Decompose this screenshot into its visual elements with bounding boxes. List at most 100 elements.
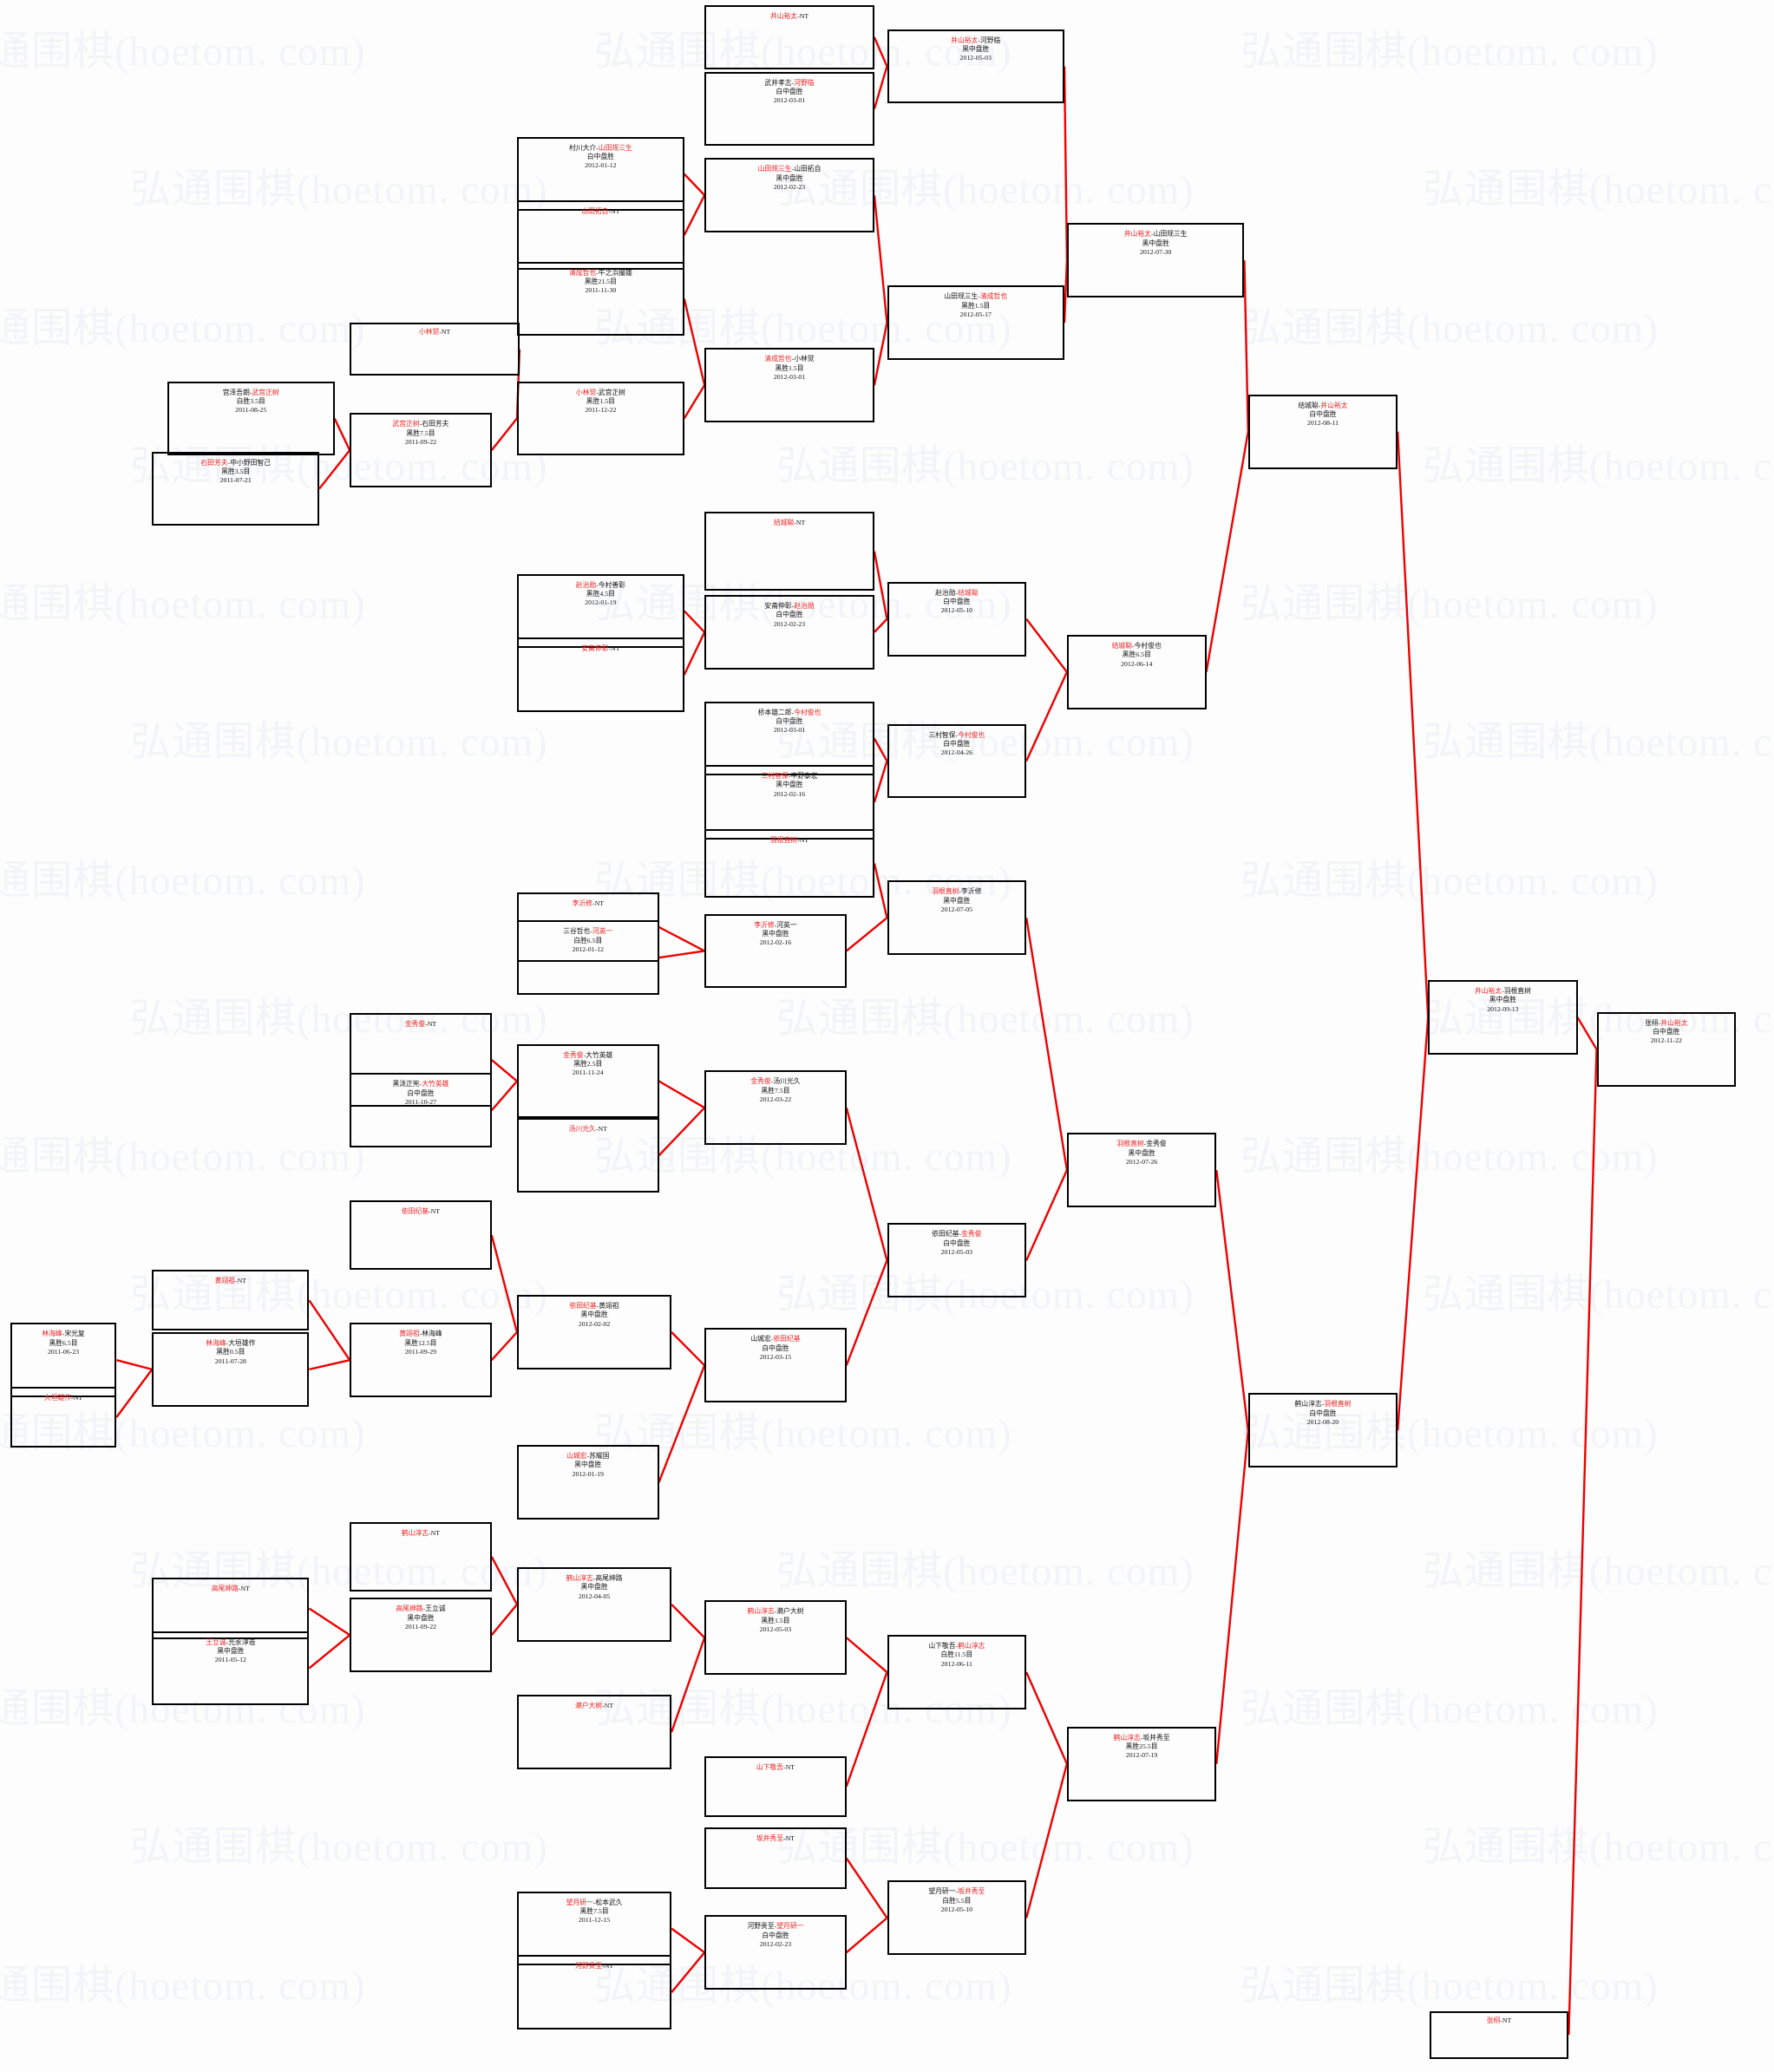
player-two: 今村俊也 xyxy=(794,708,822,716)
match-box[interactable]: 羽根直树-李沂修 黑中盘胜 2012-07-05 xyxy=(887,880,1027,956)
match-box[interactable]: 石田芳夫-中小野田智己 黑胜3.5目 2011-07-21 xyxy=(152,451,320,526)
match-result: 白中盘胜 xyxy=(762,1931,789,1939)
match-box[interactable]: 井山裕太-山田规三生 黑中盘胜 2012-07-30 xyxy=(1066,223,1245,298)
match-box[interactable]: 清成哲也-牛之浜撮雄 黑胜21.5目 2011-11-30 xyxy=(516,261,684,337)
match-box[interactable]: 井山裕太-河野临 黑中盘胜 2012-05-03 xyxy=(887,29,1064,104)
match-box[interactable]: 三谷哲也-河英一 白胜6.5目 2012-01-12 xyxy=(516,920,659,996)
match-players: 羽根直树-NT xyxy=(706,836,873,845)
match-box[interactable]: 李沂修-河英一 黑中盘胜 2012-02-16 xyxy=(704,913,847,989)
player-separator: - xyxy=(596,388,599,396)
match-box[interactable]: 安斋伸彰-NT xyxy=(516,637,684,712)
player-separator: - xyxy=(774,1607,777,1616)
match-box[interactable]: 井山裕太-NT xyxy=(704,5,874,69)
player-one: 鹤山淳志 xyxy=(1113,1733,1141,1742)
match-box[interactable]: 羽根直树-NT xyxy=(704,828,874,899)
match-box[interactable]: 黄翊祖-NT xyxy=(152,1270,310,1331)
match-box[interactable]: 山城宏-依田纪基 白中盘胜 2012-03-15 xyxy=(704,1328,847,1403)
match-box[interactable]: 小林觉-NT xyxy=(350,323,520,376)
match-box[interactable]: 武宫正树-石田芳夫 黑胜7.5目 2011-09-22 xyxy=(350,413,492,488)
match-box[interactable]: 河野贵至-望月研一 白中盘胜 2012-02-23 xyxy=(704,1915,847,1990)
match-box[interactable]: 望月研一-坂井秀至 白胜5.5目 2012-05-10 xyxy=(887,1880,1027,1956)
player-two: 羽根直树 xyxy=(1324,1400,1352,1409)
match-result: 黑胜21.5目 xyxy=(584,277,617,285)
match-box[interactable]: 结城聪-今村俊也 黑胜6.5目 2012-06-14 xyxy=(1066,635,1207,709)
match-box[interactable]: 清成哲也-小林觉 黑胜1.5目 2012-03-01 xyxy=(704,348,874,422)
player-two: 坂井秀至 xyxy=(1142,1733,1170,1742)
match-box[interactable]: 依田纪基-黄翊祖 黑中盘胜 2012-02-02 xyxy=(516,1295,672,1369)
player-separator: - xyxy=(955,1642,959,1650)
match-box[interactable]: 鹤山淳志-羽根直树 白中盘胜 2012-08-20 xyxy=(1247,1393,1398,1468)
match-box[interactable]: 小林觉-武宫正树 黑胜1.5目 2011-12-22 xyxy=(516,381,684,456)
match-box[interactable]: 羽根直树-金秀俊 黑中盘胜 2012-07-26 xyxy=(1066,1133,1217,1208)
player-one: 张栩 xyxy=(1486,2016,1501,2024)
match-box[interactable]: 井山裕太-羽根直树 黑中盘胜 2012-09-13 xyxy=(1428,980,1578,1055)
match-box[interactable]: 金秀俊-NT xyxy=(350,1013,492,1107)
match-box[interactable]: 村川大介-山田规三生 白中盘胜 2012-01-12 xyxy=(516,136,684,212)
match-box[interactable]: 依田纪基-NT xyxy=(350,1200,492,1271)
match-result: 黑胜7.5目 xyxy=(761,1086,790,1095)
match-box[interactable]: 依田纪基-金秀俊 白中盘胜 2012-05-03 xyxy=(887,1223,1027,1298)
match-box[interactable]: 王立诚-光永淳造 黑中盘胜 2011-05-12 xyxy=(152,1631,310,1706)
match-box[interactable]: 安斋伸彰-赵治勋 白中盘胜 2012-02-23 xyxy=(704,595,874,670)
player-separator: - xyxy=(596,580,599,589)
match-box[interactable]: 三村智保-今村俊也 白中盘胜 2012-04-26 xyxy=(887,723,1027,799)
match-players: 高尾绅路-王立诚 xyxy=(351,1605,490,1613)
match-players: 河野贵至-NT xyxy=(519,1962,670,1971)
match-box[interactable]: 结城聪-NT xyxy=(704,511,874,592)
match-players: 望月研一-坂井秀至 xyxy=(889,1887,1025,1896)
match-box[interactable]: 张栩-NT xyxy=(1429,2010,1569,2059)
match-box[interactable]: 赵治勋-今村善彰 黑胜4.5目 2012-01-19 xyxy=(516,573,684,649)
match-box[interactable]: 山下敬吾-NT xyxy=(704,1755,847,1817)
match-box[interactable]: 鹤山淳志-濑户大树 黑胜1.5目 2012-05-03 xyxy=(704,1600,847,1676)
match-players: 李沂修-河英一 xyxy=(706,921,845,930)
match-box[interactable]: 大垣雄作-NT xyxy=(10,1386,117,1448)
match-box[interactable]: 黑泷正宪-大竹英雄 白中盘胜 2011-10-27 xyxy=(350,1073,492,1148)
player-two: NT xyxy=(1502,2016,1512,2024)
match-box[interactable]: 金秀俊-汤川光久 黑胜7.5目 2012-03-22 xyxy=(704,1070,847,1146)
match-box[interactable]: 山田拓自-NT xyxy=(516,200,684,270)
match-box[interactable]: 坂井秀至-NT xyxy=(704,1827,847,1889)
match-players: 结城聪-NT xyxy=(706,519,873,527)
match-date: 2012-01-19 xyxy=(572,1469,604,1478)
match-box[interactable]: 武井孝志-河野临 白中盘胜 2012-03-01 xyxy=(704,71,874,147)
match-box[interactable]: 山田规三生-清成哲也 黑胜1.5目 2012-05-17 xyxy=(887,285,1064,360)
match-players: 石田芳夫-中小野田智己 xyxy=(154,459,317,467)
player-separator: - xyxy=(590,927,592,936)
match-box[interactable]: 鹤山淳志-NT xyxy=(350,1521,492,1592)
match-box[interactable]: 鹤山淳志-高尾绅路 黑中盘胜 2012-04-05 xyxy=(516,1567,672,1642)
match-box[interactable]: 林海峰-大垣雄作 黑胜0.5目 2011-07-28 xyxy=(152,1332,310,1407)
match-box[interactable]: 林海峰-宋光复 黑胜6.5目 2011-06-23 xyxy=(10,1323,117,1398)
match-box[interactable]: 山城宏-苏耀国 黑中盘胜 2012-01-19 xyxy=(516,1445,659,1520)
match-box[interactable]: 河野贵至-NT xyxy=(516,1955,672,2030)
player-two: 望月研一 xyxy=(776,1922,804,1931)
match-date: 2011-10-27 xyxy=(404,1097,436,1106)
match-box[interactable]: 汤川光久-NT xyxy=(516,1118,659,1193)
match-box[interactable]: 望月研一-松本武久 黑胜7.5目 2011-12-15 xyxy=(516,1891,672,1966)
match-date: 2012-05-03 xyxy=(940,1247,973,1256)
match-box[interactable]: 赵治勋-结城聪 白中盘胜 2012-05-10 xyxy=(887,581,1027,657)
match-result: 黑胜25.5目 xyxy=(1125,1742,1158,1751)
match-box[interactable]: 高尾绅路-王立诚 黑中盘胜 2011-09-22 xyxy=(350,1598,492,1673)
player-separator: - xyxy=(419,1080,422,1088)
match-box[interactable]: 山下敬吾-鹤山淳志 白胜11.5目 2012-06-11 xyxy=(887,1635,1027,1709)
match-date: 2012-02-23 xyxy=(773,619,806,628)
match-result: 黑中盘胜 xyxy=(776,781,803,789)
player-separator: - xyxy=(429,1528,431,1537)
match-box[interactable]: 金秀俊-大竹英雄 黑胜2.5目 2011-11-24 xyxy=(516,1043,659,1119)
player-separator: - xyxy=(592,899,595,908)
player-one: 依田纪基 xyxy=(401,1207,429,1216)
match-date: 2012-05-03 xyxy=(759,1624,792,1633)
match-box[interactable]: 结城聪-井山裕太 白中盘胜 2012-08-11 xyxy=(1247,394,1398,469)
match-box[interactable]: 黄翊祖-林海峰 黑胜12.5目 2011-09-29 xyxy=(350,1323,492,1398)
match-date: 2012-01-19 xyxy=(585,598,617,607)
match-box[interactable]: 宫泽吾朗-武宫正树 白胜3.5目 2011-08-25 xyxy=(167,381,335,456)
match-box[interactable]: 高尾绅路-NT xyxy=(152,1578,310,1639)
match-box[interactable]: 张栩-井山裕太 白中盘胜 2012-11-22 xyxy=(1596,1011,1737,1087)
player-separator: - xyxy=(226,1339,229,1347)
match-box[interactable]: 山田规三生-山田拓自 黑中盘胜 2012-02-23 xyxy=(704,158,874,232)
match-box[interactable]: 濑户大树-NT xyxy=(516,1695,672,1769)
match-box[interactable]: 鹤山淳志-坂井秀至 黑胜25.5目 2012-07-19 xyxy=(1066,1726,1217,1801)
player-separator: - xyxy=(1658,1018,1661,1027)
match-players: 金秀俊-大竹英雄 xyxy=(519,1051,658,1060)
match-result: 白中盘胜 xyxy=(586,153,614,161)
